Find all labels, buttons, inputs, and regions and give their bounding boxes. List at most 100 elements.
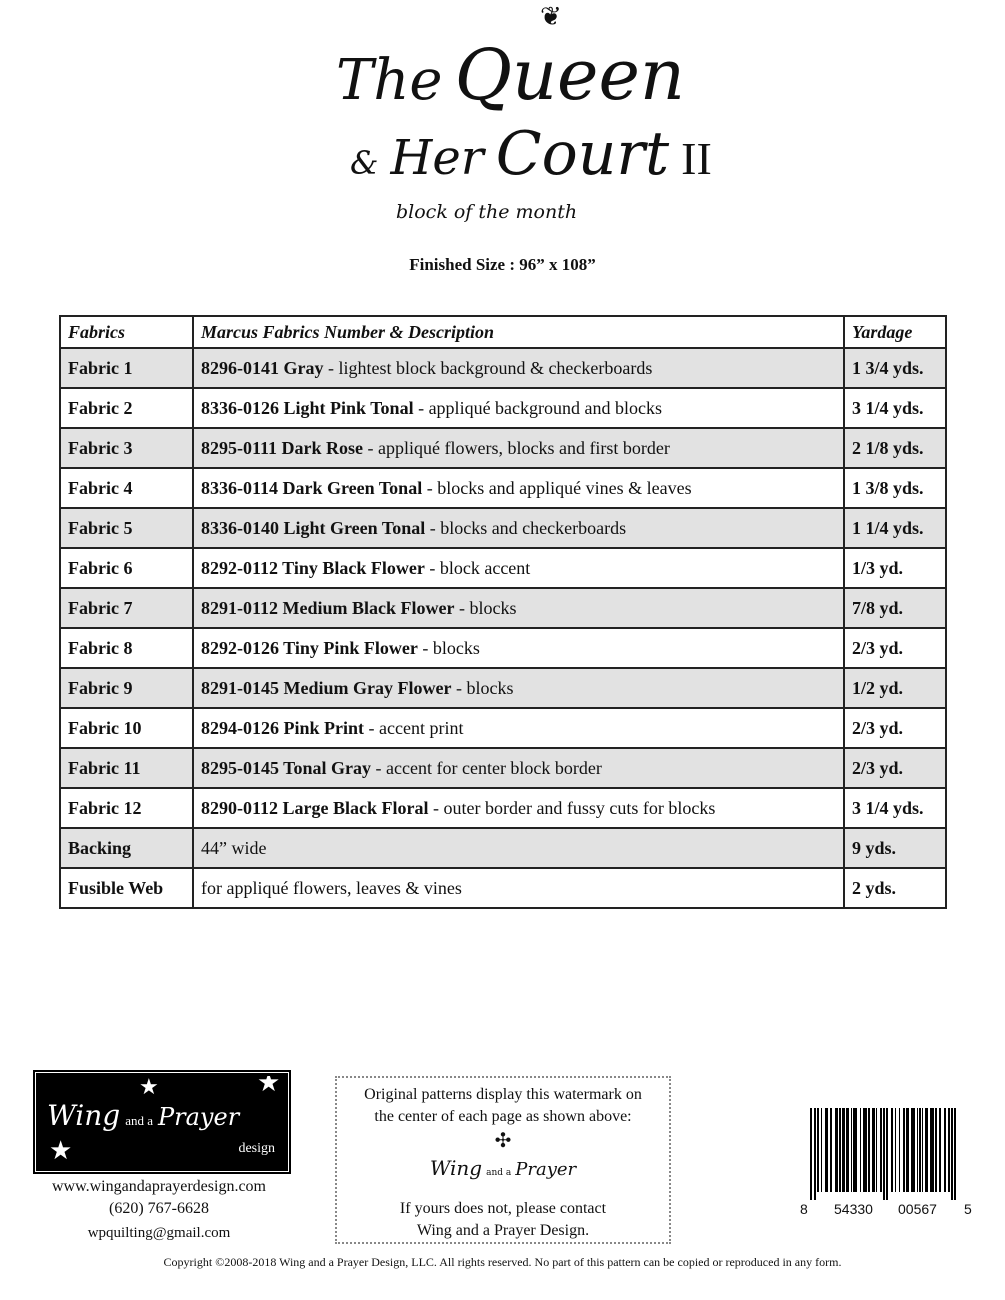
fabric-yardage: 1 3/8 yds. bbox=[843, 467, 947, 509]
fabric-number: 8291-0145 Medium Gray Flower bbox=[201, 677, 452, 698]
watermark-logo: ✣ Wing and a Prayer bbox=[337, 1128, 669, 1198]
fabric-use: - blocks bbox=[451, 677, 514, 698]
fabric-name: Fabric 4 bbox=[59, 467, 194, 509]
table-row: Backing 44” wide 9 yds. bbox=[59, 827, 947, 869]
star-icon: ★ bbox=[257, 1073, 281, 1097]
table-row: Fabric 7 8291-0112 Medium Black Flower - … bbox=[59, 587, 947, 629]
table-row: Fabric 2 8336-0126 Light Pink Tonal - app… bbox=[59, 387, 947, 429]
barcode-bar bbox=[810, 1108, 812, 1200]
title-numeral: II bbox=[681, 133, 712, 184]
fabric-name: Fabric 7 bbox=[59, 587, 194, 629]
barcode-bar bbox=[922, 1108, 923, 1192]
fabric-description: 8292-0126 Tiny Pink Flower - blocks bbox=[192, 627, 845, 669]
barcode-bar bbox=[954, 1108, 956, 1200]
barcode-bar bbox=[846, 1108, 849, 1192]
fabric-description: 8290-0112 Large Black Floral - outer bor… bbox=[192, 787, 845, 829]
fabric-name: Fabric 6 bbox=[59, 547, 194, 589]
barcode-bar bbox=[919, 1108, 921, 1192]
wm-and-a: and a bbox=[486, 1168, 512, 1178]
fabric-yardage: 2 yds. bbox=[843, 867, 947, 909]
fabric-use: - appliqué background and blocks bbox=[413, 397, 663, 418]
table-header: Fabrics Marcus Fabrics Number & Descript… bbox=[59, 315, 947, 349]
barcode-bar bbox=[948, 1108, 950, 1192]
header-description: Marcus Fabrics Number & Description bbox=[192, 315, 845, 349]
fabric-name: Fabric 12 bbox=[59, 787, 194, 829]
fabric-use: - blocks and appliqué vines & leaves bbox=[422, 477, 692, 498]
barcode-digit: 54330 bbox=[834, 1201, 873, 1217]
fabric-yardage: 2/3 yd. bbox=[843, 747, 947, 789]
fabric-name: Fabric 1 bbox=[59, 347, 194, 389]
fabric-description: 8336-0126 Light Pink Tonal - appliqué ba… bbox=[192, 387, 845, 429]
note-line: Wing and a Prayer Design. bbox=[416, 1222, 590, 1239]
fabric-number: 8294-0126 Pink Print bbox=[201, 717, 365, 738]
barcode-bar bbox=[935, 1108, 937, 1192]
table-row: Fabric 5 8336-0140 Light Green Tonal - bl… bbox=[59, 507, 947, 549]
logo-prayer: Prayer bbox=[158, 1103, 240, 1131]
barcode-bar bbox=[917, 1108, 918, 1192]
fabric-name: Fabric 11 bbox=[59, 747, 194, 789]
note-line: If yours does not, please contact bbox=[399, 1200, 607, 1217]
fabric-yardage: 1/3 yd. bbox=[843, 547, 947, 589]
barcode-bar bbox=[821, 1108, 822, 1192]
note-line: the center of each page as shown above: bbox=[374, 1108, 632, 1125]
fabric-description: 44” wide bbox=[192, 827, 845, 869]
barcode-bar bbox=[830, 1108, 832, 1192]
fabric-use: - appliqué flowers, blocks and first bor… bbox=[363, 437, 670, 458]
copyright: Copyright ©2008-2018 Wing and a Prayer D… bbox=[163, 1255, 842, 1269]
fabric-yardage: 1 3/4 yds. bbox=[843, 347, 947, 389]
barcode-bar bbox=[876, 1108, 877, 1192]
fabric-use: 44” wide bbox=[201, 837, 267, 858]
logo-wordmark: Wing and a Prayer bbox=[47, 1102, 239, 1130]
fabric-yardage: 7/8 yd. bbox=[843, 587, 947, 629]
header-fabrics: Fabrics bbox=[59, 315, 194, 349]
table-row: Fabric 4 8336-0114 Dark Green Tonal - blo… bbox=[59, 467, 947, 509]
title-ampersand: & bbox=[350, 144, 379, 182]
fabric-number: 8291-0112 Medium Black Flower bbox=[201, 597, 455, 618]
title-line-1: The Queen bbox=[336, 40, 685, 110]
barcode-bar bbox=[906, 1108, 909, 1192]
barcode-bars bbox=[810, 1108, 956, 1200]
fabric-use: - outer border and fussy cuts for blocks bbox=[428, 797, 716, 818]
fabric-description: 8296-0141 Gray - lightest block backgrou… bbox=[192, 347, 845, 389]
website[interactable]: www.wingandaprayerdesign.com bbox=[51, 1178, 266, 1195]
table-row: Fabric 10 8294-0126 Pink Print - accent p… bbox=[59, 707, 947, 749]
logo-and-a: and a bbox=[125, 1113, 153, 1128]
title-the: The bbox=[336, 48, 443, 113]
fabric-yardage: 1 1/4 yds. bbox=[843, 507, 947, 549]
fabric-description: 8292-0112 Tiny Black Flower - block acce… bbox=[192, 547, 845, 589]
title-line-2: & Her Court II bbox=[350, 124, 712, 184]
barcode-bar bbox=[842, 1108, 845, 1192]
title-her: Her bbox=[390, 130, 484, 186]
barcode-bar bbox=[872, 1108, 875, 1192]
barcode-bar bbox=[839, 1108, 841, 1192]
barcode: 8 54330 00567 5 bbox=[800, 1108, 972, 1218]
fabric-number: 8292-0126 Tiny Pink Flower bbox=[201, 637, 418, 658]
wm-prayer: Prayer bbox=[515, 1159, 577, 1180]
fabric-yardage: 9 yds. bbox=[843, 827, 947, 869]
fabric-number: 8296-0141 Gray bbox=[201, 357, 324, 378]
barcode-bar bbox=[939, 1108, 941, 1192]
watermark-wordmark: Wing and a Prayer bbox=[337, 1158, 669, 1179]
star-icon: ★ bbox=[139, 1074, 159, 1099]
fabric-name: Fabric 5 bbox=[59, 507, 194, 549]
fabric-requirements-table: Fabrics Marcus Fabrics Number & Descript… bbox=[59, 315, 947, 909]
fabric-use: - blocks and checkerboards bbox=[425, 517, 627, 538]
fabric-number: 8290-0112 Large Black Floral bbox=[201, 797, 429, 818]
fabric-number: 8336-0126 Light Pink Tonal bbox=[201, 397, 414, 418]
table-row: Fabric 11 8295-0145 Tonal Gray - accent f… bbox=[59, 747, 947, 789]
subtitle: block of the month bbox=[396, 201, 578, 223]
table-row: Fabric 12 8290-0112 Large Black Floral - … bbox=[59, 787, 947, 829]
fabric-number: 8336-0140 Light Green Tonal bbox=[201, 517, 426, 538]
fabric-yardage: 3 1/4 yds. bbox=[843, 387, 947, 429]
fabric-number: 8292-0112 Tiny Black Flower bbox=[201, 557, 425, 578]
fabric-name: Fabric 2 bbox=[59, 387, 194, 429]
note-line: Original patterns display this watermark… bbox=[364, 1086, 642, 1103]
barcode-bar bbox=[863, 1108, 867, 1192]
fabric-number: 8295-0145 Tonal Gray bbox=[201, 757, 372, 778]
barcode-bar bbox=[899, 1108, 900, 1192]
barcode-bar bbox=[851, 1108, 852, 1192]
fabric-description: for appliqué flowers, leaves & vines bbox=[192, 867, 845, 909]
table-row: Fabric 8 8292-0126 Tiny Pink Flower - blo… bbox=[59, 627, 947, 669]
email[interactable]: wpquilting@gmail.com bbox=[87, 1225, 231, 1241]
fabric-description: 8336-0140 Light Green Tonal - blocks and… bbox=[192, 507, 845, 549]
